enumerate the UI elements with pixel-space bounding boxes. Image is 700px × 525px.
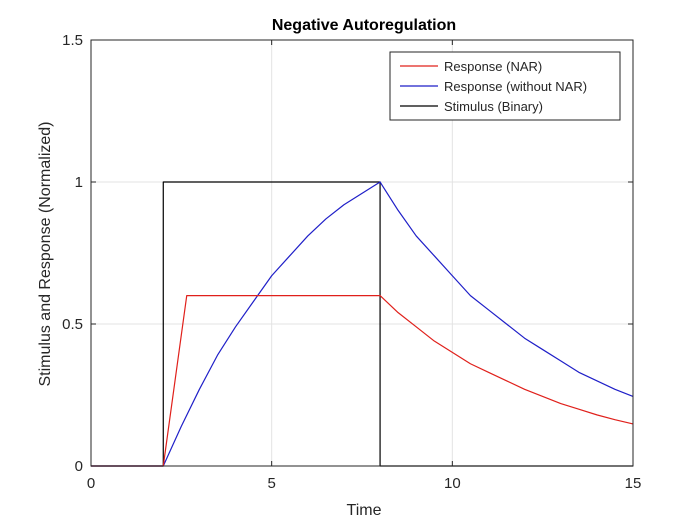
plot-frame	[90, 39, 634, 467]
x-tick-label: 15	[625, 475, 642, 492]
legend-label: Response (NAR)	[444, 59, 542, 74]
legend-label: Stimulus (Binary)	[444, 99, 543, 114]
x-tick-label: 0	[87, 475, 95, 492]
legend: Response (NAR) Response (without NAR) Stim…	[389, 51, 621, 121]
x-tick-label: 5	[267, 475, 275, 492]
y-tick-label: 0.5	[62, 316, 83, 333]
axis-ticks: 0 5 10 15 0 0.5 1 1.5	[62, 32, 641, 492]
y-axis-label: Stimulus and Response (Normalized)	[37, 122, 54, 387]
legend-label: Response (without NAR)	[444, 79, 587, 94]
series-line-1	[91, 181, 634, 467]
y-tick-label: 1.5	[62, 32, 83, 49]
chart-title: Negative Autoregulation	[272, 17, 456, 34]
x-tick-label: 10	[444, 475, 461, 492]
series-line-0	[91, 295, 634, 467]
y-tick-label: 1	[75, 174, 83, 191]
y-tick-label: 0	[75, 458, 83, 475]
x-axis-label: Time	[347, 502, 382, 519]
